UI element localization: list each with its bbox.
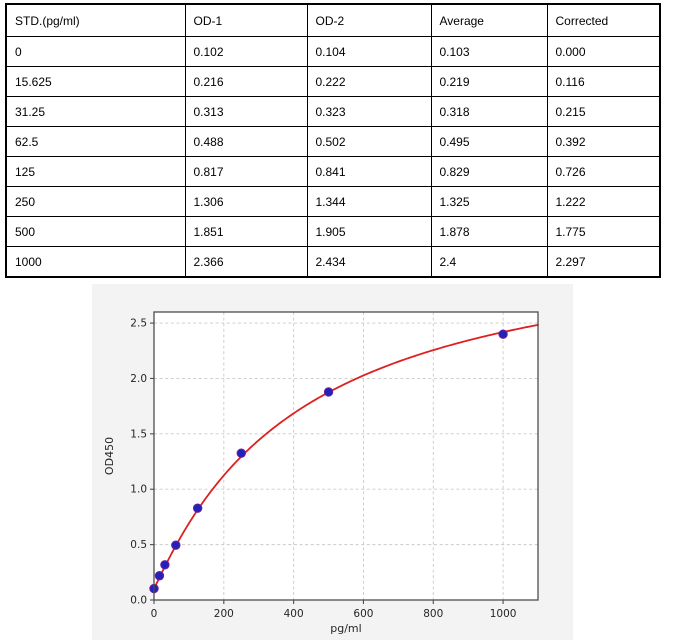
standard-curve-panel: 0 200 400 600 800 1000 0.0 0.5 1.0 1.5 2.0 2.5 pg/ml…	[92, 284, 573, 640]
data-point	[498, 329, 508, 339]
table-cell: 1.775	[546, 216, 661, 247]
table-row: 1000 2.366 2.434 2.4 2.297	[5, 246, 661, 278]
x-tick-label: 600	[353, 608, 373, 620]
table-cell: 2.297	[546, 246, 661, 278]
table-cell: 1.306	[184, 186, 308, 217]
column-header: Corrected	[546, 3, 661, 37]
standards-table-header: STD.(pg/ml) OD-1 OD-2 Average Corrected	[5, 3, 661, 37]
y-tick-label: 0.5	[130, 539, 147, 551]
table-cell: 1.851	[184, 216, 308, 247]
column-header: Average	[430, 3, 548, 37]
standards-table-body: 0 0.102 0.104 0.103 0.000 15.625 0.216 0.222 0.2…	[5, 36, 661, 278]
column-header: OD-2	[306, 3, 432, 37]
table-row: 125 0.817 0.841 0.829 0.726	[5, 156, 661, 187]
column-header: OD-1	[184, 3, 308, 37]
table-cell: 1.905	[306, 216, 432, 247]
y-tick-label: 2.5	[130, 318, 147, 330]
data-point	[160, 560, 170, 570]
standard-curve-svg: 0 200 400 600 800 1000 0.0 0.5 1.0 1.5 2.0 2.5 pg/ml…	[103, 311, 539, 635]
table-row: 250 1.306 1.344 1.325 1.222	[5, 186, 661, 217]
table-cell: 0.318	[430, 96, 548, 127]
plot-border	[153, 311, 539, 601]
table-cell: 0.215	[546, 96, 661, 127]
table-cell: 15.625	[5, 66, 186, 97]
data-point	[236, 448, 246, 458]
table-cell: 2.4	[430, 246, 548, 278]
table-cell: 2.434	[306, 246, 432, 278]
table-cell: 1000	[5, 246, 186, 278]
table-row: 62.5 0.488 0.502 0.495 0.392	[5, 126, 661, 157]
x-tick-label: 400	[284, 608, 304, 620]
header-row: STD.(pg/ml) OD-1 OD-2 Average Corrected	[5, 3, 661, 37]
y-tick-label: 0.0	[130, 595, 147, 607]
y-tick-label: 2.0	[130, 373, 147, 385]
table-row: 500 1.851 1.905 1.878 1.775	[5, 216, 661, 247]
table-cell: 0.104	[306, 36, 432, 67]
table-cell: 500	[5, 216, 186, 247]
table-cell: 0.323	[306, 96, 432, 127]
x-tick-label: 0	[151, 608, 158, 620]
x-tick-label: 1000	[490, 608, 517, 620]
table-cell: 2.366	[184, 246, 308, 278]
table-cell: 0.392	[546, 126, 661, 157]
x-tick-label: 200	[214, 608, 234, 620]
table-cell: 0.103	[430, 36, 548, 67]
y-tick-label: 1.5	[130, 428, 147, 440]
data-point	[323, 387, 334, 397]
table-cell: 0.102	[184, 36, 308, 67]
table-cell: 0.116	[546, 66, 661, 97]
table-cell: 0.313	[184, 96, 308, 127]
table-cell: 0.488	[184, 126, 308, 157]
table-cell: 1.325	[430, 186, 548, 217]
column-header: STD.(pg/ml)	[5, 3, 186, 37]
table-cell: 0.219	[430, 66, 548, 97]
data-point	[192, 503, 203, 513]
table-cell: 31.25	[5, 96, 186, 127]
table-cell: 0.817	[184, 156, 308, 187]
table-cell: 0.222	[306, 66, 432, 97]
table-cell: 0.841	[306, 156, 432, 187]
table-cell: 250	[5, 186, 186, 217]
table-row: 31.25 0.313 0.323 0.318 0.215	[5, 96, 661, 127]
y-tick-label: 1.0	[130, 484, 147, 496]
x-tick-label: 800	[423, 608, 443, 620]
plot-area	[154, 312, 538, 600]
table-cell: 0.829	[430, 156, 548, 187]
data-point	[171, 540, 181, 550]
table-cell: 0.216	[184, 66, 308, 97]
x-axis-label: pg/ml	[330, 622, 361, 635]
table-cell: 125	[5, 156, 186, 187]
standards-table: STD.(pg/ml) OD-1 OD-2 Average Corrected 0 0.1…	[5, 3, 661, 278]
data-point	[154, 571, 165, 581]
table-cell: 62.5	[5, 126, 186, 157]
fit-curve-line	[153, 323, 539, 590]
table-row: 0 0.102 0.104 0.103 0.000	[5, 36, 661, 67]
y-axis-label: OD450	[103, 437, 116, 475]
table-cell: 1.222	[546, 186, 661, 217]
table-cell: 0	[5, 36, 186, 67]
table-cell: 0.502	[306, 126, 432, 157]
standards-table-container: STD.(pg/ml) OD-1 OD-2 Average Corrected 0 0.1…	[5, 3, 661, 278]
table-cell: 1.344	[306, 186, 432, 217]
table-cell: 0.000	[546, 36, 661, 67]
table-cell: 0.495	[430, 126, 548, 157]
table-cell: 1.878	[430, 216, 548, 247]
table-cell: 0.726	[546, 156, 661, 187]
table-row: 15.625 0.216 0.222 0.219 0.116	[5, 66, 661, 97]
